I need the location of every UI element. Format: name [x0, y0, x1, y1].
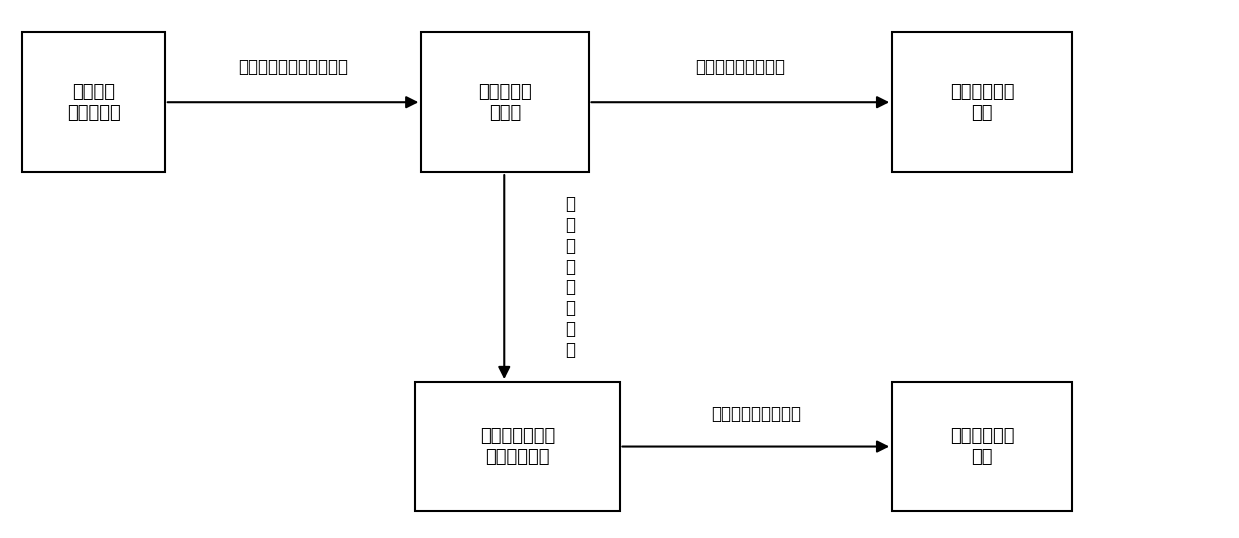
Text: 固体燃料
热反应单元: 固体燃料 热反应单元 [67, 83, 120, 122]
Text: 未被捕集的气体产物: 未被捕集的气体产物 [695, 58, 784, 76]
Bar [22, 32, 165, 172]
Text: 液体产物捕
集单元: 液体产物捕 集单元 [478, 83, 532, 122]
Text: 液体产物分时段
汽化进样单元: 液体产物分时段 汽化进样单元 [479, 427, 555, 466]
Text: 气体产物分析
单元: 气体产物分析 单元 [949, 83, 1015, 122]
Text: 被
捕
集
的
液
体
产
物: 被 捕 集 的 液 体 产 物 [565, 195, 575, 359]
Bar [892, 32, 1072, 172]
Bar [421, 32, 589, 172]
Text: 解吸汽化的液体产物: 解吸汽化的液体产物 [711, 405, 800, 423]
Text: 高温气相（气、液）产物: 高温气相（气、液）产物 [239, 58, 348, 76]
Text: 液体产物分析
单元: 液体产物分析 单元 [949, 427, 1015, 466]
Bar [892, 382, 1072, 511]
Bar [415, 382, 620, 511]
